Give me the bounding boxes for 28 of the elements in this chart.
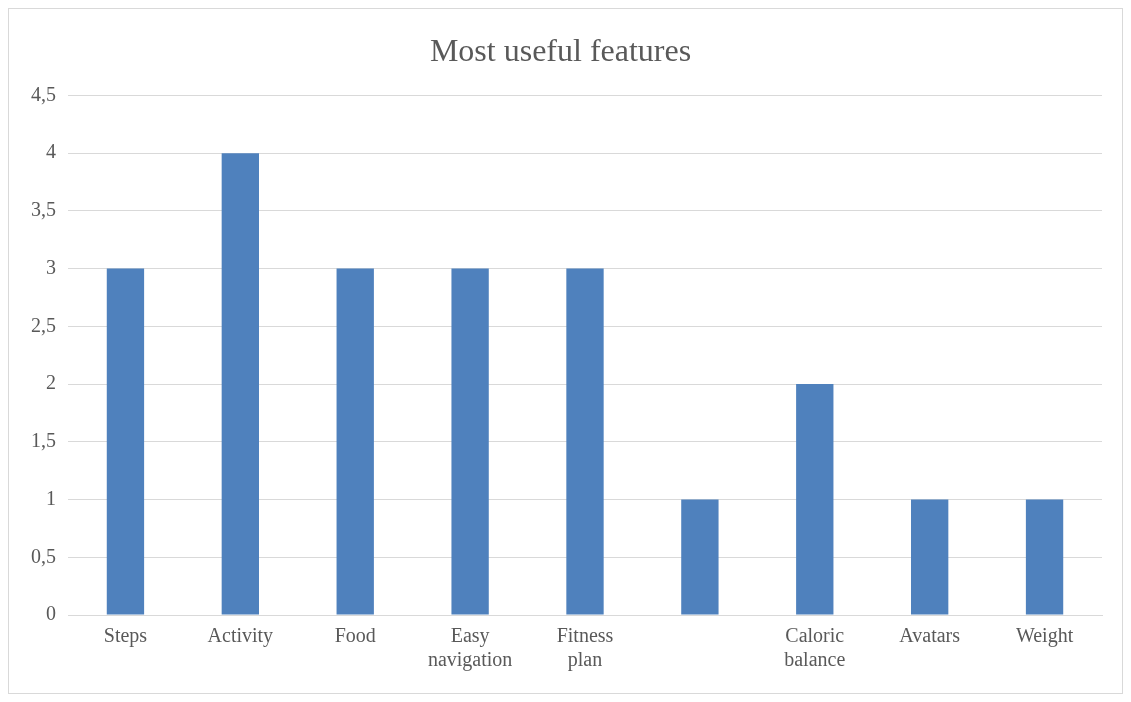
bar [681,499,719,615]
chart-title: Most useful features [429,31,692,68]
y-tick-label: 4,5 [31,82,56,105]
x-tick-label: Easy navigation [427,624,513,672]
bar [106,268,145,615]
y-tick-label: 4 [46,140,56,163]
x-tick-label: Avatars [899,624,961,647]
x-tick-label: Food [334,624,376,647]
y-tick-label: 0,5 [31,544,56,567]
y-tick-label: 2,5 [31,313,56,336]
bar [221,153,259,615]
bar [796,384,834,615]
x-tick-label: Activity [207,624,274,648]
bar [566,268,604,615]
y-tick-label: 2 [46,371,56,394]
x-tick-label: Steps [103,624,148,648]
bar [451,268,489,615]
y-tick-label: 1 [46,486,56,509]
y-tick-label: 0 [46,602,56,625]
bar [336,268,374,615]
x-tick-label: Caloric balance [784,624,846,671]
bar [1025,499,1064,615]
y-tick-label: 1,5 [31,429,56,452]
x-tick-label: Weight [1015,624,1074,648]
x-tick-label: Fitness plan [556,624,614,672]
bar [911,499,949,615]
y-tick-label: 3 [46,255,56,278]
y-tick-label: 3,5 [31,198,56,221]
